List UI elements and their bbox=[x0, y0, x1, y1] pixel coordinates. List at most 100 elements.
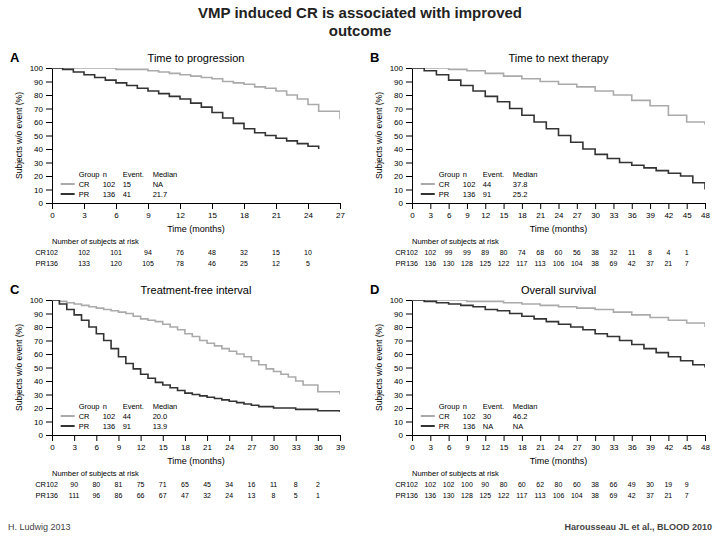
legend-header: Group bbox=[439, 170, 460, 179]
y-tick-mark bbox=[46, 190, 52, 191]
y-tick: 70 bbox=[34, 337, 52, 346]
x-tick-label: 30 bbox=[591, 443, 600, 452]
x-tick: 18 bbox=[240, 203, 249, 220]
at-risk-group: PR bbox=[396, 259, 407, 268]
x-tick-mark bbox=[522, 203, 523, 209]
x-tick-label: 42 bbox=[664, 443, 673, 452]
legend: GroupnEvent.MedianCR1024420.0PR1369113.9 bbox=[58, 400, 186, 433]
x-tick: 27 bbox=[336, 203, 345, 220]
y-tick-label: 0 bbox=[39, 431, 44, 440]
x-tick-mark bbox=[668, 435, 669, 441]
y-tick-mark bbox=[406, 163, 412, 164]
legend-entry: 21.7 bbox=[153, 190, 168, 199]
at-risk-value: 19 bbox=[664, 481, 672, 488]
x-tick-label: 24 bbox=[555, 211, 564, 220]
at-risk-title: Number of subjects at risk bbox=[52, 469, 139, 478]
x-tick: 12 bbox=[481, 435, 490, 452]
x-tick: 18 bbox=[518, 435, 527, 452]
y-tick-mark bbox=[406, 300, 412, 301]
x-tick: 3 bbox=[82, 203, 87, 220]
at-risk-title: Number of subjects at risk bbox=[412, 237, 499, 246]
x-tick-mark bbox=[449, 203, 450, 209]
at-risk-value: 1 bbox=[685, 249, 689, 256]
at-risk-value: 24 bbox=[225, 492, 233, 499]
x-tick-mark bbox=[52, 203, 53, 209]
at-risk-value: 8 bbox=[272, 492, 276, 499]
y-tick: 100 bbox=[30, 64, 52, 73]
km-curve bbox=[412, 300, 705, 368]
y-tick-mark bbox=[46, 136, 52, 137]
footnote-right: Harousseau JL et al., BLOOD 2010 bbox=[565, 522, 712, 532]
x-tick-mark bbox=[540, 203, 541, 209]
at-risk-value: 104 bbox=[571, 260, 583, 267]
legend: GroupnEvent.MedianCR1023046.2PR136NANA bbox=[418, 400, 546, 433]
y-tick-mark bbox=[406, 341, 412, 342]
at-risk-value: 78 bbox=[176, 260, 184, 267]
y-tick: 0 bbox=[399, 199, 412, 208]
at-risk-value: 5 bbox=[294, 492, 298, 499]
y-tick: 80 bbox=[394, 323, 412, 332]
at-risk-value: 71 bbox=[159, 481, 167, 488]
y-tick: 80 bbox=[34, 91, 52, 100]
x-tick: 33 bbox=[609, 435, 618, 452]
x-tick-label: 6 bbox=[114, 211, 119, 220]
at-risk-value: 120 bbox=[110, 260, 122, 267]
at-risk-value: 38 bbox=[591, 249, 599, 256]
x-tick-mark bbox=[687, 203, 688, 209]
x-tick-mark bbox=[141, 435, 142, 441]
y-tick-label: 100 bbox=[390, 296, 404, 305]
x-tick-label: 27 bbox=[247, 443, 256, 452]
legend-entry: NA bbox=[513, 422, 523, 431]
y-tick-mark bbox=[406, 68, 412, 69]
x-tick-label: 24 bbox=[225, 443, 234, 452]
x-tick-mark bbox=[244, 203, 245, 209]
at-risk-value: 105 bbox=[142, 260, 154, 267]
at-risk-value: 11 bbox=[270, 481, 277, 488]
x-tick: 21 bbox=[272, 203, 281, 220]
at-risk-value: 38 bbox=[591, 260, 599, 267]
y-tick-label: 40 bbox=[34, 377, 43, 386]
y-tick: 90 bbox=[394, 78, 412, 87]
legend-header: Group bbox=[79, 170, 100, 179]
at-risk-value: 102 bbox=[78, 249, 90, 256]
x-tick: 33 bbox=[292, 435, 301, 452]
at-risk-value: 81 bbox=[115, 481, 123, 488]
x-tick-mark bbox=[148, 203, 149, 209]
x-tick-label: 3 bbox=[72, 443, 77, 452]
y-tick: 30 bbox=[394, 159, 412, 168]
x-tick-label: 24 bbox=[304, 211, 313, 220]
x-tick-label: 0 bbox=[410, 443, 415, 452]
y-axis-title: Subjects w/o event (%) bbox=[14, 92, 24, 179]
at-risk-value: 99 bbox=[463, 249, 471, 256]
y-tick: 50 bbox=[394, 132, 412, 141]
footnote-left: H. Ludwig 2013 bbox=[8, 522, 71, 532]
at-risk-group: PR bbox=[36, 491, 47, 500]
at-risk-value: 130 bbox=[443, 492, 455, 499]
legend-entry: 25.2 bbox=[513, 190, 528, 199]
at-risk-value: 102 bbox=[406, 249, 418, 256]
y-tick-mark bbox=[406, 109, 412, 110]
y-tick-mark bbox=[46, 327, 52, 328]
panel-title: Time to progression bbox=[148, 52, 245, 64]
km-curve bbox=[52, 68, 319, 149]
legend: GroupnEvent.MedianCR10215NAPR1364121.7 bbox=[58, 168, 186, 201]
x-tick-label: 18 bbox=[518, 211, 527, 220]
x-tick-mark bbox=[485, 435, 486, 441]
x-tick-mark bbox=[430, 203, 431, 209]
at-risk-value: 46 bbox=[208, 260, 216, 267]
legend-header: Event. bbox=[123, 402, 144, 411]
y-tick: 90 bbox=[394, 310, 412, 319]
at-risk-value: 102 bbox=[46, 481, 58, 488]
at-risk-value: 34 bbox=[225, 481, 233, 488]
y-tick-mark bbox=[46, 300, 52, 301]
at-risk-value: 32 bbox=[610, 249, 618, 256]
x-tick: 15 bbox=[208, 203, 217, 220]
x-tick: 30 bbox=[591, 435, 600, 452]
x-axis-title: Time (months) bbox=[167, 456, 225, 466]
y-tick-label: 90 bbox=[34, 310, 43, 319]
y-tick: 80 bbox=[394, 91, 412, 100]
x-tick: 36 bbox=[628, 203, 637, 220]
legend-entry: PR bbox=[79, 190, 90, 199]
plot-area bbox=[412, 68, 705, 190]
at-risk-value: 10 bbox=[304, 249, 312, 256]
